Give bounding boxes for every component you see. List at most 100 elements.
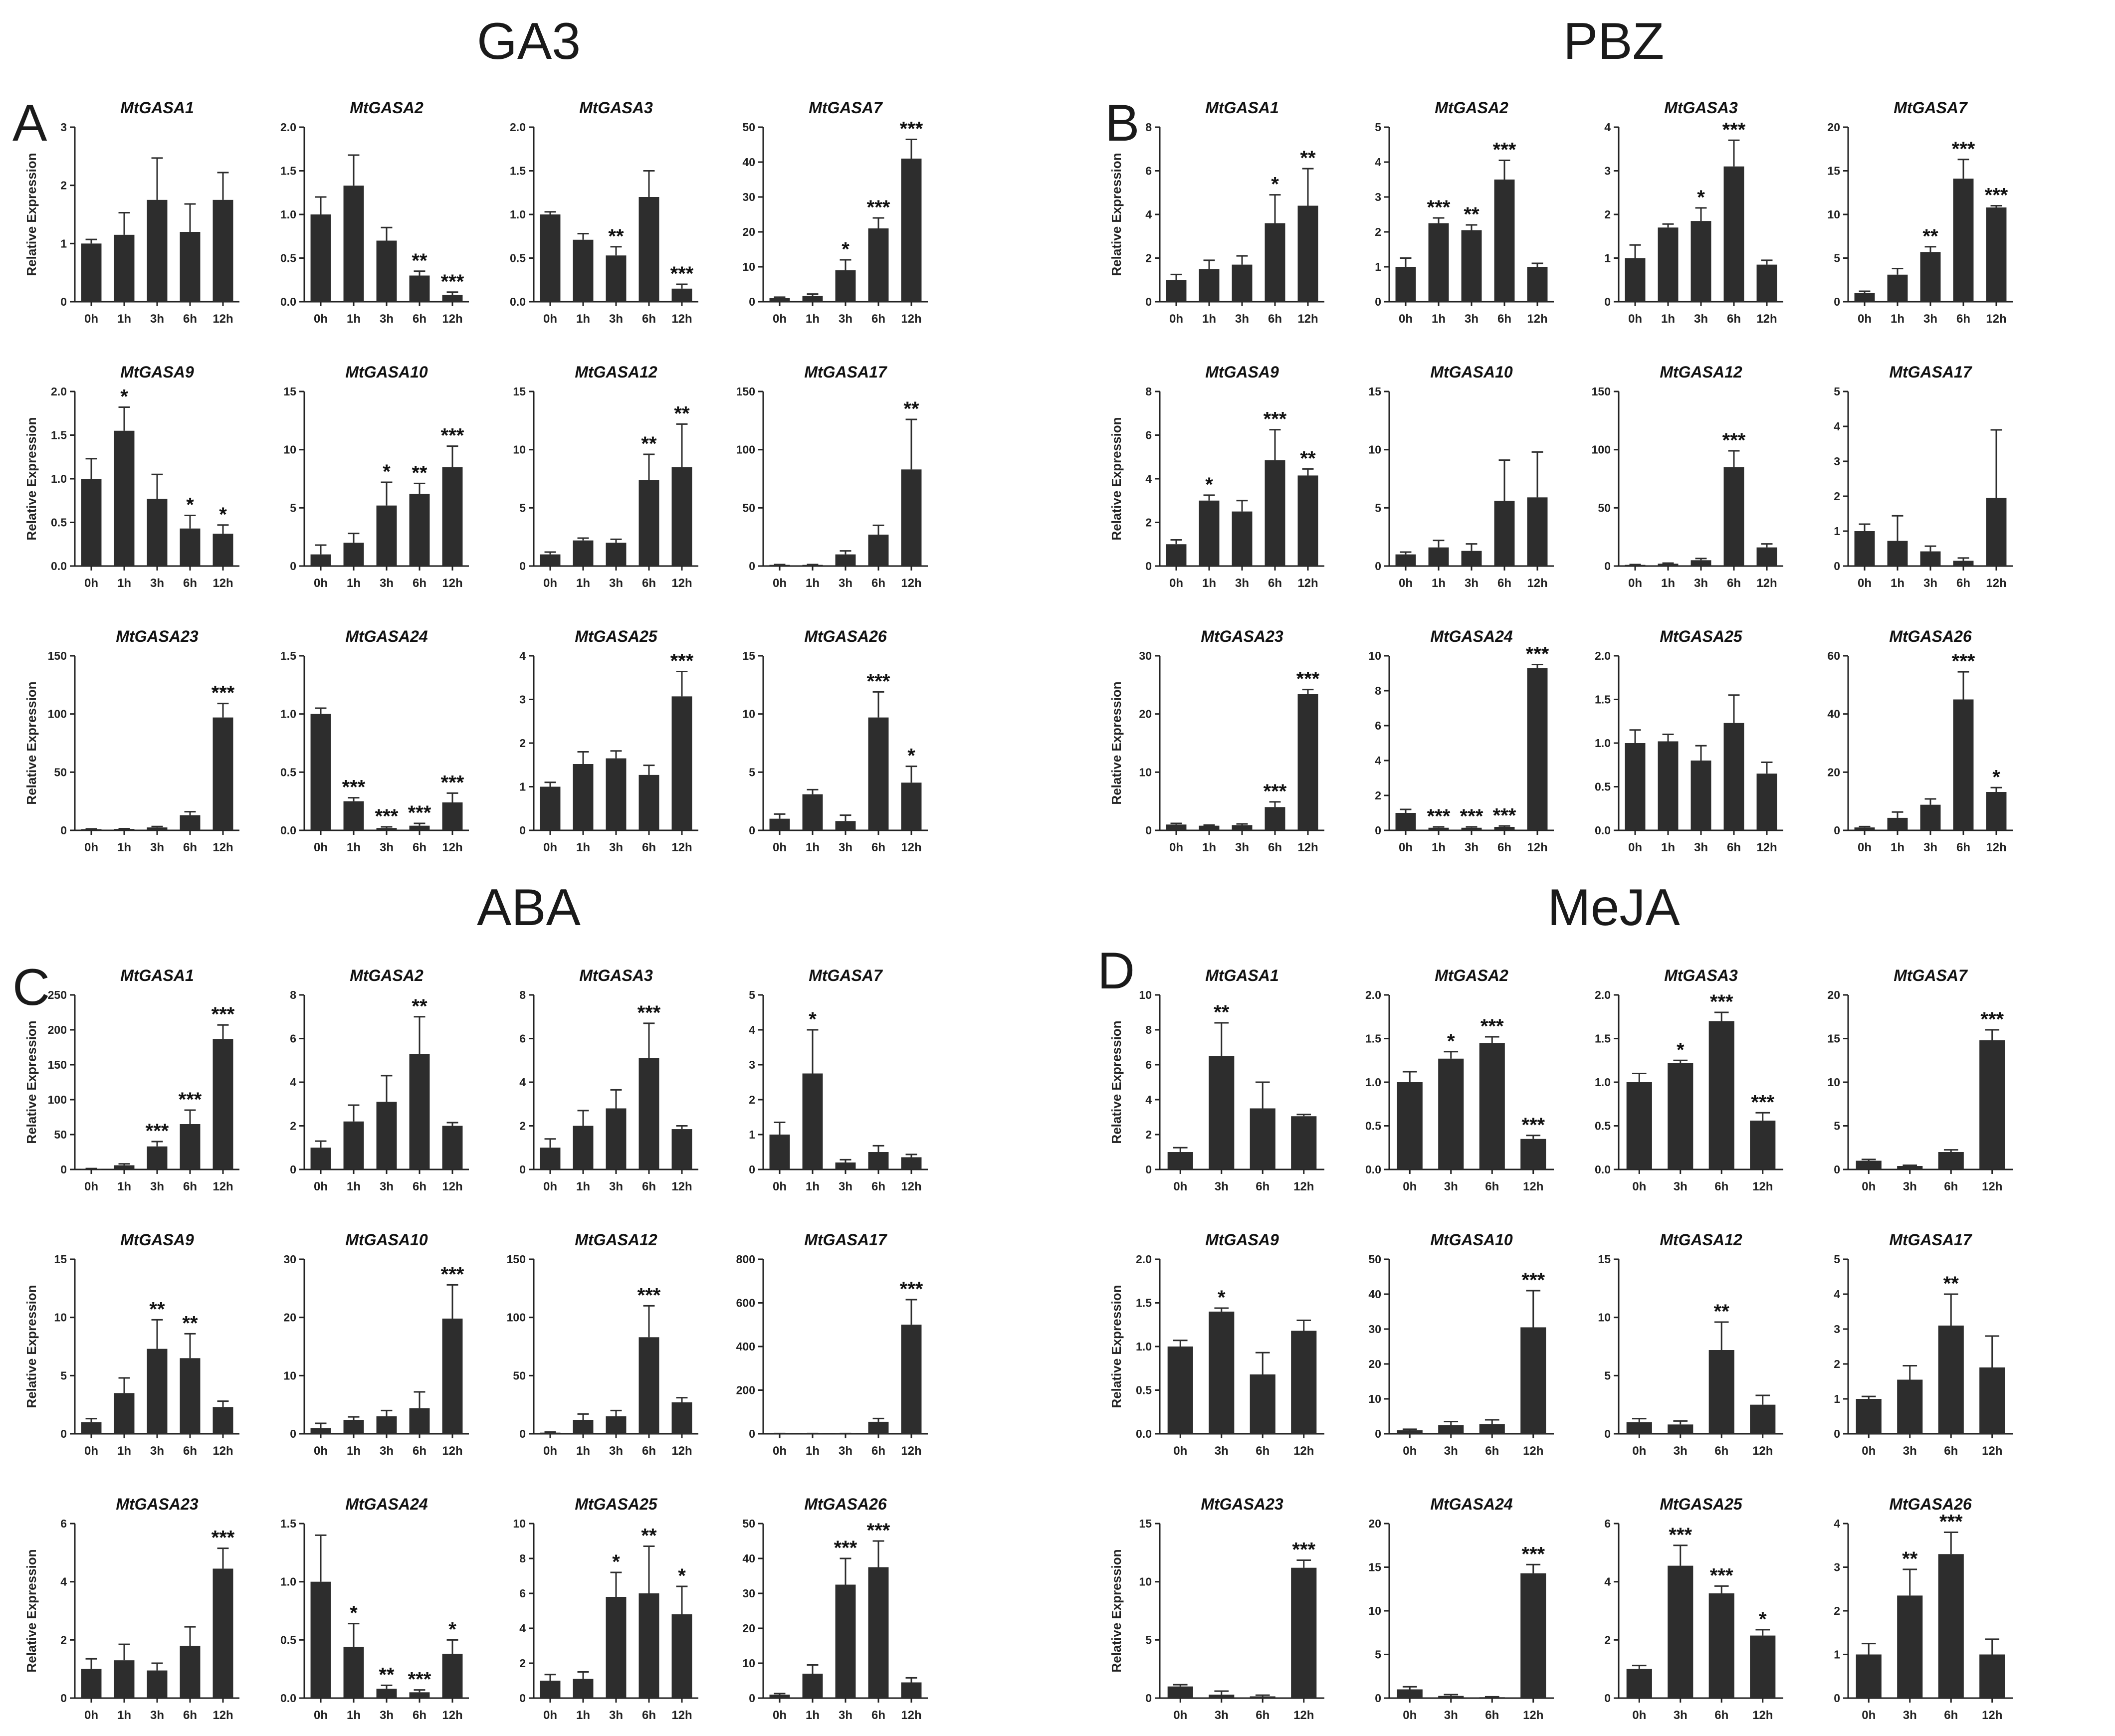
bar [147, 1670, 168, 1698]
x-tick-label: 6h [1944, 1709, 1958, 1722]
chart-d-mtgasa7: MtGASA7 0 5 10 15 20 0h 3h 6h 12h *** [1827, 966, 2013, 1193]
x-tick-label: 0h [1632, 1180, 1646, 1193]
y-tick-label: 0.5 [1365, 1120, 1381, 1133]
chart-a-mtgasa2: MtGASA2 0.0 0.5 1.0 1.5 2.0 0h 1h 3h 6h ** 12h *** [280, 99, 469, 326]
y-tick-label: 10 [513, 1517, 526, 1530]
bar [1461, 230, 1482, 302]
y-tick-label: 1.5 [1595, 1032, 1611, 1045]
y-tick-label: 15 [283, 385, 296, 398]
chart-c-mtgasa7: MtGASA7 0 1 2 3 4 5 0h 1h * 3h 6h 12h [749, 966, 928, 1193]
y-tick-label: 1.5 [1595, 693, 1611, 706]
x-tick-label: 3h [1215, 1180, 1229, 1193]
bar [409, 825, 430, 830]
bar [1723, 467, 1744, 566]
x-tick-label: 3h [150, 312, 164, 326]
chart-title: MtGASA17 [1889, 1231, 1973, 1249]
significance-marker: * [1759, 1608, 1767, 1630]
bar [769, 1135, 790, 1169]
bar [868, 1152, 889, 1169]
chart-title: MtGASA26 [1889, 1495, 1972, 1513]
x-tick-label: 6h [413, 577, 426, 590]
y-tick-label: 0 [519, 1427, 526, 1440]
chart-d-mtgasa12: MtGASA12 0 5 10 15 0h 3h 6h ** 12h [1598, 1231, 1783, 1458]
bar [180, 528, 201, 566]
y-tick-label: 1 [749, 1128, 755, 1141]
x-tick-label: 1h [117, 841, 131, 854]
bar [1953, 179, 1974, 302]
x-tick-label: 0h [1169, 841, 1183, 854]
x-tick-label: 3h [1465, 312, 1479, 326]
x-tick-label: 12h [442, 1180, 462, 1193]
y-tick-label: 0 [519, 560, 526, 573]
y-tick-label: 1.0 [510, 208, 526, 221]
y-tick-label: 4 [1375, 156, 1381, 169]
y-tick-label: 0 [749, 1163, 755, 1176]
x-tick-label: 12h [442, 841, 462, 854]
y-tick-label: 2 [519, 737, 526, 750]
bar [671, 1614, 692, 1698]
y-tick-label: 10 [1368, 649, 1381, 662]
chart-title: MtGASA10 [1430, 363, 1513, 381]
significance-marker: ** [1300, 447, 1316, 469]
bar [310, 1428, 331, 1434]
y-axis-title: Relative Expression [24, 1549, 39, 1672]
y-tick-label: 2 [519, 1657, 526, 1670]
y-tick-label: 0 [1834, 1427, 1840, 1440]
y-tick-label: 150 [736, 385, 755, 398]
y-tick-label: 0 [60, 295, 67, 308]
chart-a-mtgasa1: MtGASA1 0 1 2 3 Relative Expression 0h 1h 3h 6h 12… [24, 99, 239, 326]
x-tick-label: 6h [183, 1444, 197, 1458]
y-tick-label: 8 [519, 988, 526, 1001]
bar [1397, 1430, 1423, 1434]
bar [1527, 497, 1548, 566]
significance-marker: * [1992, 766, 2000, 788]
y-axis-title: Relative Expression [1109, 681, 1124, 804]
chart-title: MtGASA9 [1205, 363, 1279, 381]
chart-title: MtGASA10 [345, 363, 428, 381]
x-tick-label: 3h [380, 312, 394, 326]
x-tick-label: 3h [380, 577, 394, 590]
significance-marker: ** [903, 398, 919, 420]
y-axis-title: Relative Expression [24, 681, 39, 804]
significance-marker: *** [1521, 1269, 1545, 1291]
chart-d-mtgasa24: MtGASA24 0 5 10 15 20 0h 3h 6h 12h *** [1368, 1495, 1554, 1722]
y-tick-label: 10 [1139, 1575, 1152, 1588]
significance-marker: *** [1980, 1008, 2004, 1030]
bar [1232, 825, 1253, 830]
bar [1723, 723, 1744, 830]
x-tick-label: 0h [543, 1709, 557, 1722]
significance-marker: *** [900, 118, 923, 140]
bar [769, 1695, 790, 1698]
x-tick-label: 6h [1256, 1444, 1269, 1458]
bar [1265, 460, 1285, 566]
significance-marker: ** [1214, 1001, 1230, 1023]
y-tick-label: 0.5 [280, 1633, 296, 1646]
bar [1979, 1654, 2005, 1698]
y-tick-label: 250 [48, 988, 67, 1001]
bar [1668, 1565, 1693, 1698]
chart-c-mtgasa17: MtGASA17 0 200 400 600 800 0h 1h 3h 6h 12h *** [736, 1231, 928, 1458]
chart-c-mtgasa2: MtGASA2 0 2 4 6 8 0h 1h 3h 6h ** 12h [290, 966, 469, 1193]
y-tick-label: 50 [1368, 1253, 1381, 1266]
bar [1920, 551, 1941, 566]
bar [868, 717, 889, 830]
x-tick-label: 0h [84, 841, 98, 854]
bar [1397, 1082, 1423, 1169]
bar [1428, 547, 1449, 566]
bar [1691, 560, 1711, 566]
y-axis-title: Relative Expression [1109, 1549, 1124, 1672]
y-tick-label: 0 [60, 1692, 67, 1705]
bar [310, 1581, 331, 1698]
y-tick-label: 0.5 [1136, 1384, 1152, 1397]
y-tick-label: 2 [519, 1120, 526, 1133]
significance-marker: *** [441, 772, 464, 793]
significance-marker: *** [1952, 138, 1975, 160]
bar [1428, 223, 1449, 302]
bar [1625, 258, 1646, 302]
y-tick-label: 0.5 [1595, 780, 1611, 793]
x-tick-label: 6h [1944, 1444, 1958, 1458]
bar [1397, 1689, 1423, 1698]
significance-marker: ** [1922, 225, 1938, 247]
x-tick-label: 0h [1169, 577, 1183, 590]
y-tick-label: 0 [1604, 1692, 1611, 1705]
